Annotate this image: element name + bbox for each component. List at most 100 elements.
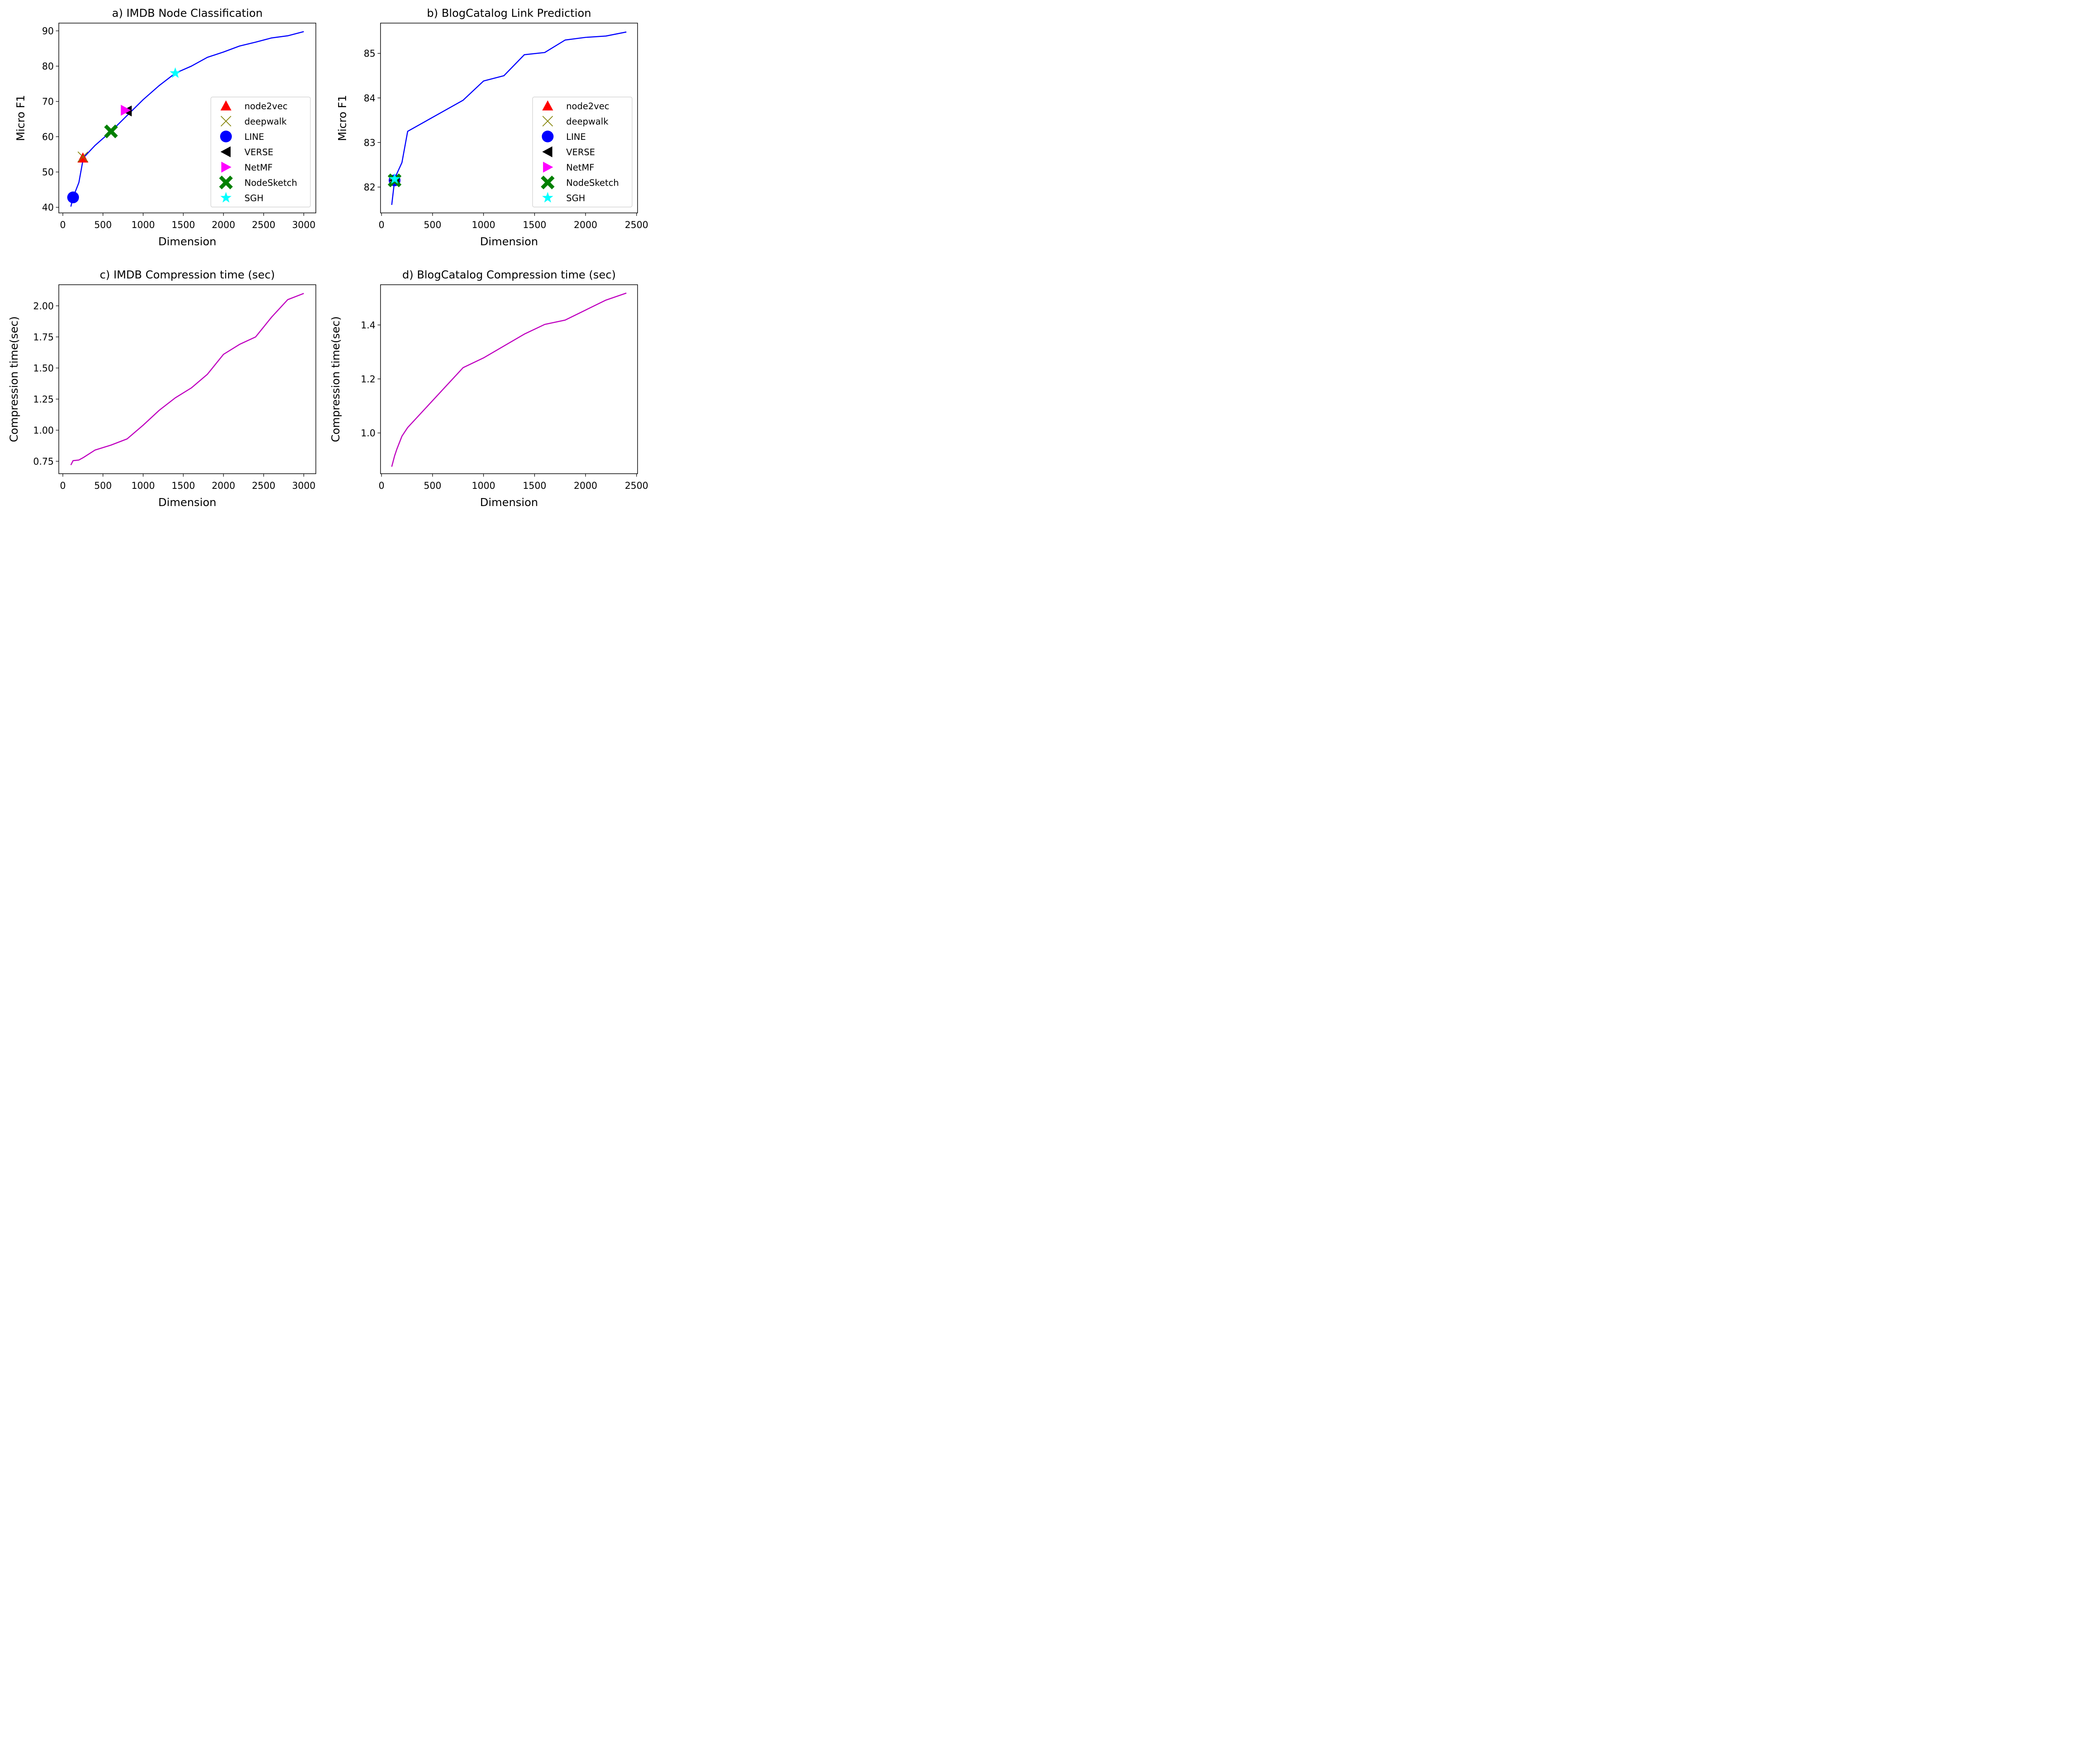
plot-area — [70, 293, 304, 465]
y-tick-label: 1.2 — [361, 374, 375, 385]
x-tick-label: 2000 — [212, 481, 235, 491]
marker-nodesketch — [104, 124, 118, 139]
x-tick-label: 2500 — [625, 220, 648, 231]
x-axis-label: Dimension — [158, 236, 216, 248]
marker-line — [67, 191, 79, 204]
x-tick-label: 2000 — [212, 220, 235, 231]
panel-d-blogcatalog-compression-time: d) BlogCatalog Compression time (sec) 0 50… — [330, 269, 648, 509]
chart-title: d) BlogCatalog Compression time (sec) — [402, 269, 616, 281]
y-tick-label: 1.75 — [33, 332, 54, 343]
legend-box — [210, 97, 311, 207]
series-line-sgh — [391, 31, 627, 205]
plot-area — [67, 31, 304, 207]
x-axis-label: Dimension — [158, 496, 216, 509]
x-tick-label: 0 — [378, 481, 384, 491]
x-tick-label: 0 — [378, 220, 384, 231]
y-tick-label: 0.75 — [33, 456, 54, 467]
x-tick-label: 1000 — [472, 220, 495, 231]
legend-marker-node2vec — [542, 100, 553, 111]
panel-b-blogcatalog-link-prediction: b) BlogCatalog Link Prediction 0 500 1000 15… — [336, 7, 648, 248]
y-tick-label: 1.50 — [33, 363, 54, 374]
x-tick-label: 1000 — [472, 481, 495, 491]
plot-frame — [58, 23, 316, 213]
x-tick-label: 1500 — [171, 220, 195, 231]
y-tick-label: 85 — [364, 49, 375, 59]
y-tick-label: 80 — [42, 61, 54, 72]
legend-label-sgh: SGH — [566, 193, 585, 203]
x-tick-label: 3000 — [292, 220, 315, 231]
legend-marker-sgh — [542, 192, 554, 203]
x-tick-label: 2000 — [574, 220, 597, 231]
marker-sgh — [389, 173, 400, 184]
plot-frame — [380, 284, 638, 474]
marker-deepwalk — [77, 151, 89, 163]
x-tick-label: 500 — [424, 220, 441, 231]
x-axis-label: Dimension — [480, 496, 538, 509]
legend: node2vec deepwalk LINE VERSE NetMF NodeSketch… — [210, 97, 311, 207]
legend-label-verse: VERSE — [244, 147, 273, 157]
y-tick-label: 1.25 — [33, 394, 54, 405]
x-tick-label: 0 — [60, 220, 66, 231]
series-line-compression — [70, 293, 304, 465]
y-tick-label: 60 — [42, 132, 54, 143]
panel-a-imdb-node-classification: a) IMDB Node Classification 0 500 1000 1500 2… — [15, 7, 316, 248]
legend-label-netmf: NetMF — [244, 163, 273, 173]
x-tick-label: 1500 — [523, 481, 546, 491]
legend-marker-verse — [542, 146, 553, 157]
x-tick-label: 3000 — [292, 481, 315, 491]
x-tick-label: 1000 — [131, 220, 155, 231]
y-axis-label: Compression time(sec) — [330, 316, 342, 442]
legend-label-line: LINE — [244, 132, 264, 142]
y-tick-label: 1.0 — [361, 428, 375, 439]
marker-sgh — [170, 67, 181, 78]
x-tick-label: 1000 — [131, 481, 155, 491]
legend-label-nodesketch: NodeSketch — [566, 178, 619, 188]
legend-label-sgh: SGH — [244, 193, 263, 203]
y-axis-label: Micro F1 — [15, 95, 27, 141]
legend-marker-deepwalk — [220, 115, 231, 127]
x-tick-label: 1500 — [523, 220, 546, 231]
x-tick-label: 1500 — [171, 481, 195, 491]
chart-title: b) BlogCatalog Link Prediction — [427, 7, 591, 20]
x-tick-label: 500 — [94, 220, 112, 231]
x-tick-label: 2000 — [574, 481, 597, 491]
x-tick-label: 2500 — [252, 481, 276, 491]
legend-box — [532, 97, 633, 207]
y-tick-label: 2.00 — [33, 301, 54, 312]
y-tick-label: 90 — [42, 26, 54, 37]
legend-label-verse: VERSE — [566, 147, 595, 157]
legend-marker-netmf — [543, 162, 553, 173]
x-tick-label: 500 — [94, 481, 112, 491]
legend-label-line: LINE — [566, 132, 586, 142]
plot-area — [391, 292, 627, 467]
legend-label-deepwalk: deepwalk — [244, 117, 287, 127]
y-axis-label: Compression time(sec) — [8, 316, 21, 442]
x-tick-label: 2500 — [625, 481, 648, 491]
legend-label-netmf: NetMF — [566, 163, 594, 173]
legend-marker-nodesketch — [219, 176, 233, 189]
marker-netmf — [121, 105, 131, 116]
y-tick-label: 1.4 — [361, 320, 375, 331]
legend-marker-nodesketch — [541, 176, 555, 189]
y-axis-label: Micro F1 — [336, 95, 349, 141]
series-line-compression — [391, 292, 627, 467]
plot-frame — [58, 284, 316, 474]
legend-label-node2vec: node2vec — [566, 101, 609, 111]
x-tick-label: 2500 — [252, 220, 276, 231]
x-tick-label: 0 — [60, 481, 66, 491]
legend-marker-netmf — [221, 162, 231, 173]
y-tick-label: 50 — [42, 168, 54, 178]
chart-title: a) IMDB Node Classification — [112, 7, 263, 20]
panel-c-imdb-compression-time: c) IMDB Compression time (sec) 0 500 1000 15… — [8, 269, 316, 509]
legend-marker-line — [220, 131, 232, 142]
y-tick-label: 84 — [364, 93, 375, 104]
legend-label-nodesketch: NodeSketch — [244, 178, 297, 188]
plot-frame — [380, 23, 638, 213]
legend: node2vec deepwalk LINE VERSE NetMF NodeSketch… — [532, 97, 633, 207]
legend-marker-verse — [220, 146, 231, 157]
x-axis-label: Dimension — [480, 236, 538, 248]
y-tick-label: 82 — [364, 182, 375, 193]
chart-title: c) IMDB Compression time (sec) — [100, 269, 275, 281]
y-tick-label: 40 — [42, 203, 54, 213]
